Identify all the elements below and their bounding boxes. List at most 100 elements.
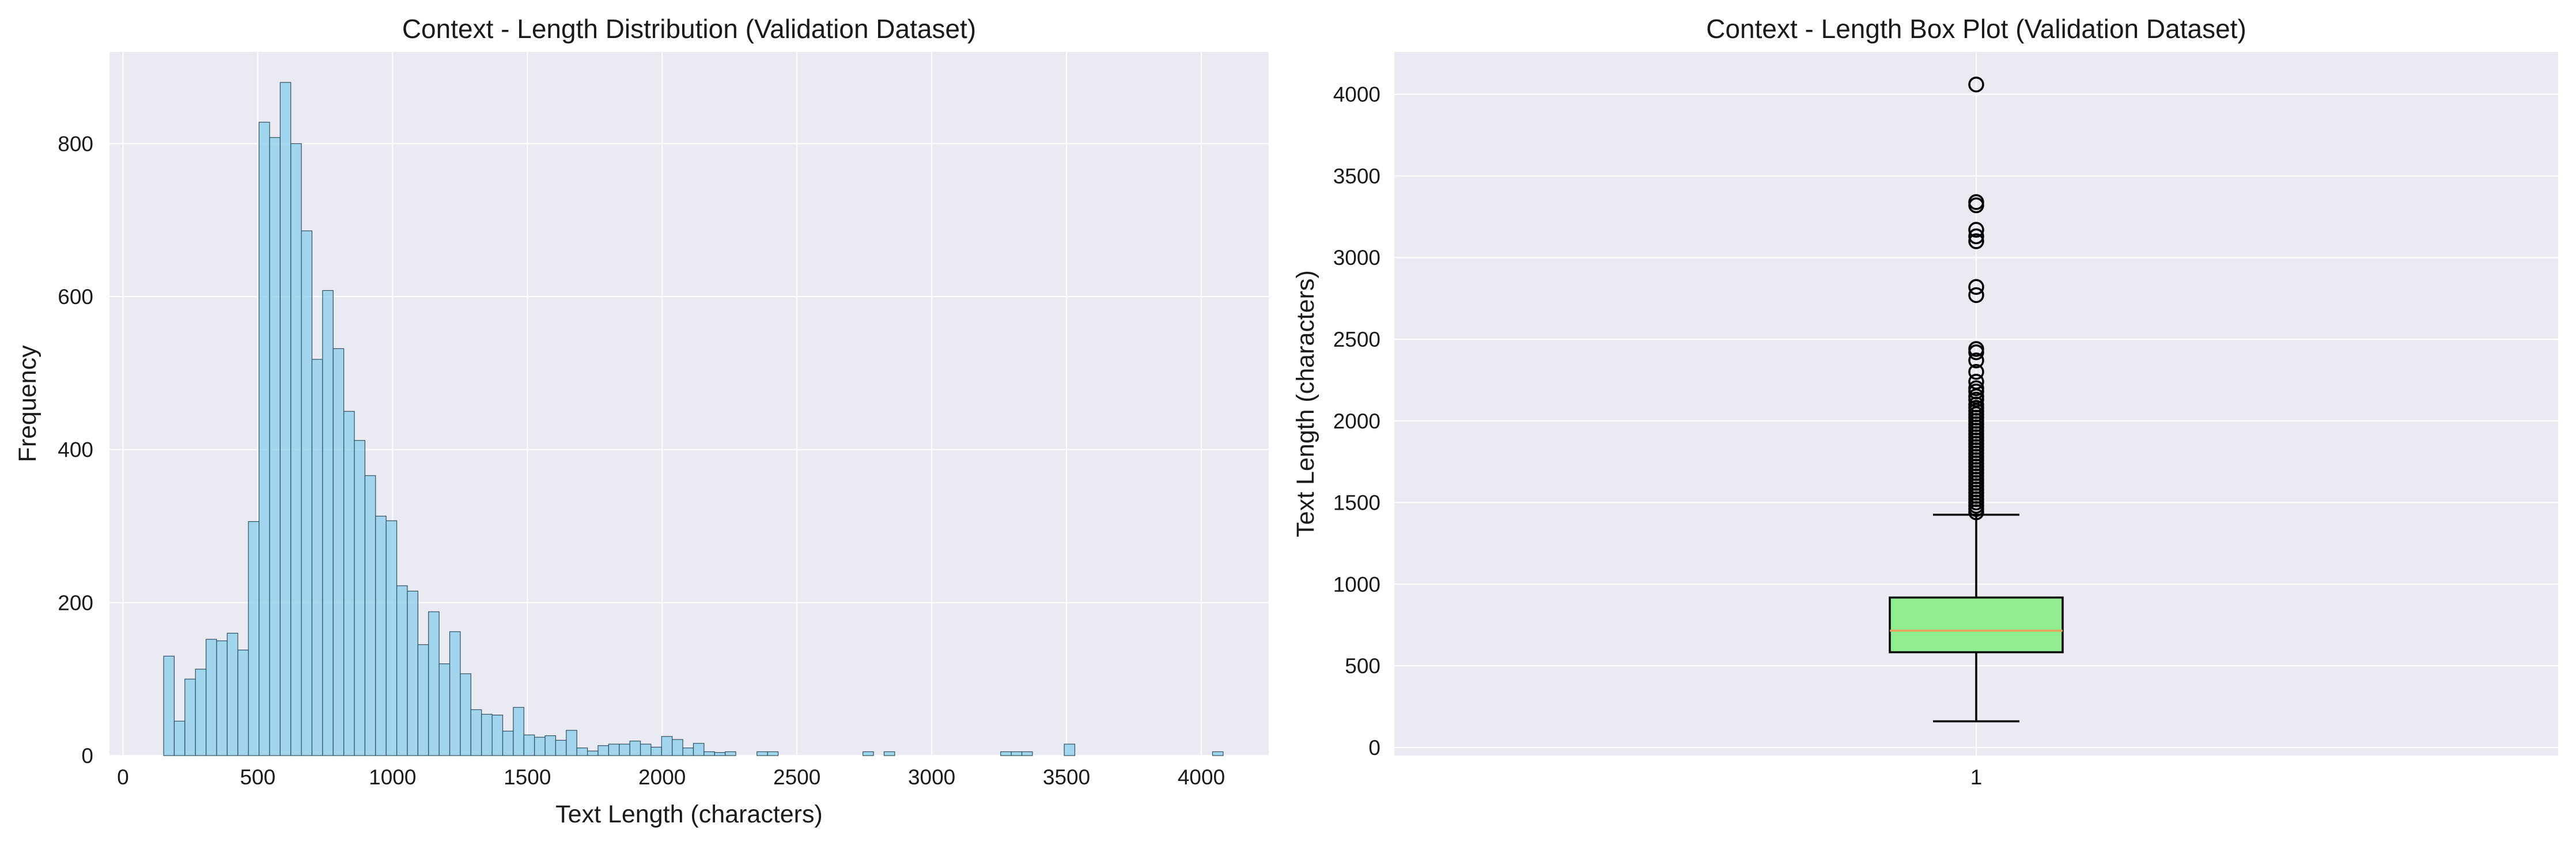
histogram-x-tick-label: 0 — [117, 765, 129, 789]
histogram-x-tick-label: 1000 — [369, 765, 416, 789]
histogram-x-tick-label: 2000 — [638, 765, 686, 789]
boxplot-x-ticks: 1 — [1970, 765, 1983, 789]
boxplot-outlier-point — [1968, 76, 1984, 93]
boxplot-x-tick-label: 1 — [1970, 765, 1983, 789]
histogram-bar — [661, 736, 673, 756]
histogram-bar — [428, 611, 440, 756]
boxplot-y-axis-label: Text Length (characters) — [1292, 270, 1319, 537]
boxplot-y-tick-label: 4000 — [1333, 83, 1380, 107]
boxplot-y-tick-label: 3000 — [1333, 246, 1380, 270]
histogram-bar — [1212, 751, 1224, 756]
histogram-bar — [523, 734, 535, 756]
histogram-bar — [216, 640, 228, 756]
histogram-bar — [513, 707, 524, 756]
histogram-bar — [354, 440, 366, 756]
histogram-bar — [544, 735, 557, 756]
histogram-bars — [163, 82, 1224, 756]
boxplot-outlier-point — [1968, 233, 1984, 249]
histogram-bar — [597, 745, 609, 756]
histogram-bar — [767, 751, 779, 756]
boxplot-outlier-point — [1968, 228, 1984, 245]
histogram-bar — [385, 520, 398, 756]
histogram-bar — [629, 741, 641, 756]
histogram-bar — [417, 644, 429, 756]
histogram-bar — [438, 663, 451, 756]
histogram-bar — [650, 746, 662, 756]
boxplot-outlier-point — [1968, 222, 1984, 238]
boxplot-panel: 1 0 500 1000 1500 2000 2500 3000 3500 4000 Conte… — [1292, 14, 2558, 789]
histogram-y-tick-label: 400 — [58, 438, 93, 462]
histogram-x-tick-label: 4000 — [1178, 765, 1225, 789]
histogram-bar — [576, 748, 588, 756]
histogram-bar — [269, 137, 281, 756]
histogram-bar — [703, 751, 715, 756]
histogram-bar — [407, 590, 418, 756]
histogram-bar — [491, 715, 504, 756]
boxplot-y-tick-label: 2500 — [1333, 328, 1380, 351]
histogram-bar — [375, 515, 387, 756]
histogram-bar — [195, 669, 207, 756]
histogram-bar — [756, 751, 768, 756]
boxplot-outlier-point — [1968, 279, 1984, 295]
boxplot-marks — [1889, 76, 2064, 723]
boxplot-outlier-point — [1968, 287, 1984, 304]
boxplot-title: Context - Length Box Plot (Validation Da… — [1706, 14, 2246, 44]
histogram-bar — [163, 655, 175, 756]
boxplot-outlier-point — [1968, 363, 1984, 380]
histogram-y-tick-label: 200 — [58, 591, 93, 614]
histogram-bar — [248, 521, 260, 756]
histogram-bar — [619, 743, 630, 756]
histogram-y-tick-label: 0 — [81, 744, 93, 768]
boxplot-y-tick-label: 500 — [1345, 654, 1380, 678]
histogram-y-tick-label: 600 — [58, 285, 93, 309]
histogram-bar — [883, 751, 895, 756]
histogram-bar — [258, 122, 270, 756]
boxplot-outlier-point — [1968, 344, 1984, 361]
histogram-bar — [279, 82, 292, 756]
histogram-bar — [714, 752, 726, 756]
histogram-bar — [332, 348, 345, 756]
histogram-bar — [1064, 743, 1076, 756]
histogram-y-tick-label: 800 — [58, 132, 93, 155]
histogram-bar — [534, 737, 546, 756]
histogram-bar — [863, 751, 874, 756]
histogram-bar — [470, 709, 482, 756]
histogram-bar — [343, 411, 355, 756]
boxplot-outlier-point — [1968, 352, 1984, 369]
histogram-x-tick-label: 2500 — [773, 765, 820, 789]
histogram-bar — [555, 739, 567, 756]
histogram-bar — [322, 290, 334, 756]
histogram-x-ticks: 0 500 1000 1500 2000 2500 3000 3500 4000 — [117, 765, 1225, 789]
histogram-bar — [587, 750, 599, 756]
histogram-bar — [682, 748, 694, 756]
histogram-x-tick-label: 1500 — [504, 765, 551, 789]
histogram-title: Context - Length Distribution (Validatio… — [402, 14, 976, 44]
boxplot-y-tick-label: 1000 — [1333, 572, 1380, 596]
histogram-bar — [693, 743, 705, 756]
boxplot-outlier-point — [1968, 504, 1984, 521]
boxplot-y-tick-label: 0 — [1368, 736, 1380, 760]
histogram-bar — [237, 650, 249, 756]
histogram-bar — [301, 230, 313, 756]
histogram-bar — [1021, 751, 1033, 756]
histogram-bar — [184, 678, 196, 756]
histogram-bar — [396, 585, 408, 756]
histogram-bar — [566, 730, 577, 756]
histogram-bar — [290, 143, 302, 756]
boxplot-y-tick-label: 1500 — [1333, 491, 1380, 515]
histogram-bar — [311, 359, 323, 756]
histogram-x-tick-label: 500 — [240, 765, 275, 789]
histogram-bar — [672, 739, 683, 756]
histogram-bar — [1011, 751, 1023, 756]
histogram-bar — [364, 475, 376, 756]
boxplot-y-tick-label: 3500 — [1333, 164, 1380, 188]
histogram-bar — [460, 673, 471, 756]
histogram-x-axis-label: Text Length (characters) — [555, 801, 823, 828]
boxplot-y-ticks: 0 500 1000 1500 2000 2500 3000 3500 4000 — [1333, 83, 1380, 760]
histogram-panel: 0 500 1000 1500 2000 2500 3000 3500 4000 0 200 400… — [14, 14, 1269, 828]
histogram-bar — [502, 730, 514, 756]
boxplot-y-tick-label: 2000 — [1333, 409, 1380, 433]
boxplot-outlier-point — [1968, 197, 1984, 214]
histogram-y-axis-label: Frequency — [14, 345, 41, 462]
